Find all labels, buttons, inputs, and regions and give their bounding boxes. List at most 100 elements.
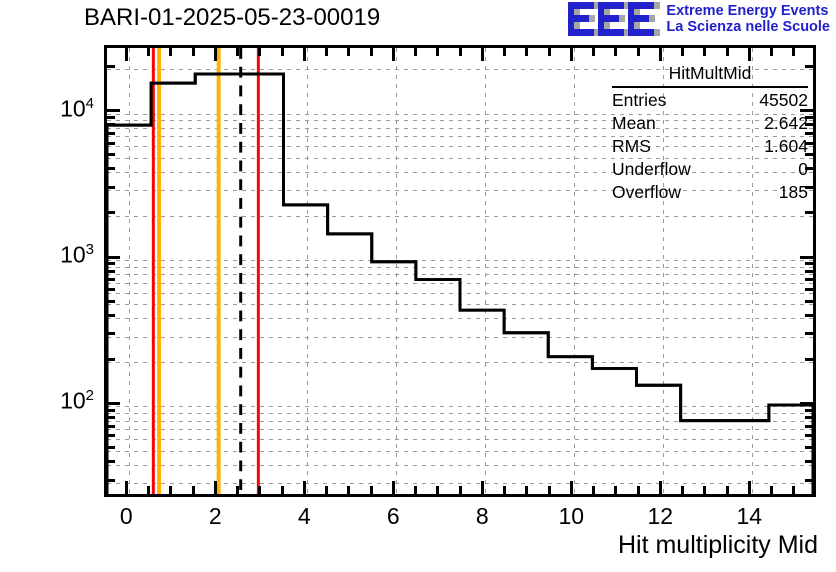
y-tick-minor-right: [805, 478, 813, 482]
x-tick-minor: [681, 486, 684, 494]
x-tick-minor: [770, 486, 773, 494]
x-tick-minor: [436, 486, 440, 494]
x-axis-tick-label: 0: [119, 503, 133, 529]
stats-value: 2.642: [764, 113, 808, 133]
x-tick-minor-top: [614, 48, 618, 56]
x-axis-tick-label: 4: [297, 503, 311, 529]
gridline-horizontal: [107, 336, 813, 338]
gridline-vertical: [485, 48, 487, 494]
x-tick-minor: [147, 486, 150, 494]
x-tick-major-top: [213, 48, 217, 61]
stats-key: Entries: [612, 90, 667, 110]
y-tick-minor: [107, 424, 115, 428]
x-axis-title: Hit multiplicity Mid: [617, 531, 818, 559]
histogram-outline-top: [107, 72, 813, 494]
x-axis-tick-label: 6: [386, 503, 400, 529]
eee-letter-2: [598, 2, 625, 36]
stats-row: Entries 45502: [612, 88, 808, 111]
y-tick-minor: [107, 416, 115, 420]
x-tick-minor-top: [147, 48, 150, 56]
y-tick-minor-right: [805, 115, 813, 119]
y-tick-minor-right: [805, 153, 813, 157]
gridline-vertical: [307, 48, 309, 494]
gridline-horizontal: [107, 120, 813, 122]
x-tick-minor: [369, 486, 373, 494]
gridline-horizontal: [107, 190, 813, 192]
y-tick-minor-right: [805, 332, 813, 336]
y-tick-minor-right: [805, 446, 813, 450]
y-tick-minor: [107, 299, 115, 303]
x-tick-minor: [636, 486, 640, 494]
histogram-canvas: [107, 48, 813, 494]
x-tick-major: [658, 481, 662, 494]
y-tick-minor-right: [805, 408, 813, 412]
y-tick-minor-right: [805, 64, 813, 68]
gridline-horizontal: [107, 483, 813, 485]
x-tick-minor: [325, 486, 328, 494]
eee-letter-3: [628, 2, 655, 36]
x-tick-minor: [280, 486, 284, 494]
x-tick-minor: [414, 486, 417, 494]
y-tick-minor-right: [805, 123, 813, 127]
y-tick-minor: [107, 262, 115, 266]
y-tick-minor: [107, 64, 115, 68]
x-axis-tick-label: 2: [208, 503, 222, 529]
x-tick-major-top: [569, 48, 573, 61]
x-tick-minor-top: [525, 48, 529, 56]
y-tick-major: [107, 109, 120, 112]
x-tick-minor-top: [280, 48, 284, 56]
logo-line-2: La Scienza nelle Scuole: [666, 19, 830, 36]
y-tick-minor: [107, 478, 115, 482]
x-tick-minor-top: [592, 48, 595, 56]
x-axis-tick-label: 12: [647, 503, 674, 529]
x-axis-tick-label: 10: [558, 503, 585, 529]
y-tick-minor: [107, 185, 115, 189]
gridline-horizontal: [107, 318, 813, 320]
x-tick-minor-top: [236, 48, 239, 56]
stats-key: RMS: [612, 136, 651, 156]
y-tick-minor: [107, 269, 115, 273]
gridline-vertical: [396, 48, 398, 494]
y-tick-minor: [107, 332, 115, 336]
stats-value: 185: [778, 182, 808, 202]
y-tick-minor: [107, 460, 115, 464]
x-tick-minor-top: [681, 48, 684, 56]
y-tick-minor-right: [805, 299, 813, 303]
x-tick-major: [391, 481, 395, 494]
x-tick-minor: [191, 486, 195, 494]
gridline-horizontal: [107, 413, 813, 415]
x-tick-minor-top: [725, 48, 729, 56]
eee-letter-1: [568, 2, 595, 36]
gridline-horizontal: [107, 113, 813, 115]
stats-key: Overflow: [612, 182, 682, 202]
gridline-horizontal: [107, 260, 813, 261]
x-tick-minor-top: [703, 48, 707, 56]
gridline-horizontal: [107, 69, 813, 71]
x-tick-major-top: [747, 48, 751, 61]
page-title: BARI-01-2025-05-23-00019: [84, 4, 381, 31]
y-axis-tick-label: 102: [60, 387, 94, 415]
gridline-horizontal: [107, 157, 813, 159]
gridline-vertical: [663, 48, 665, 494]
x-tick-minor-top: [547, 48, 551, 56]
x-tick-minor-top: [770, 48, 773, 56]
stats-value: 1.604: [764, 136, 808, 156]
x-tick-major-top: [302, 48, 306, 61]
x-tick-minor-top: [414, 48, 417, 56]
stats-key: Underflow: [612, 159, 691, 179]
x-tick-major-top: [480, 48, 484, 61]
x-tick-minor: [547, 486, 551, 494]
x-tick-minor: [503, 486, 506, 494]
gridline-horizontal: [107, 127, 813, 129]
y-tick-minor: [107, 211, 115, 215]
x-tick-major: [747, 481, 751, 494]
x-tick-major: [480, 481, 484, 494]
x-tick-minor-top: [258, 48, 262, 56]
y-tick-minor-right: [805, 141, 813, 145]
gridline-horizontal: [107, 464, 813, 466]
gridline-horizontal: [107, 136, 813, 138]
y-tick-minor-right: [805, 167, 813, 171]
gridline-horizontal: [107, 274, 813, 276]
y-tick-minor-right: [805, 424, 813, 428]
gridline-horizontal: [107, 406, 813, 408]
